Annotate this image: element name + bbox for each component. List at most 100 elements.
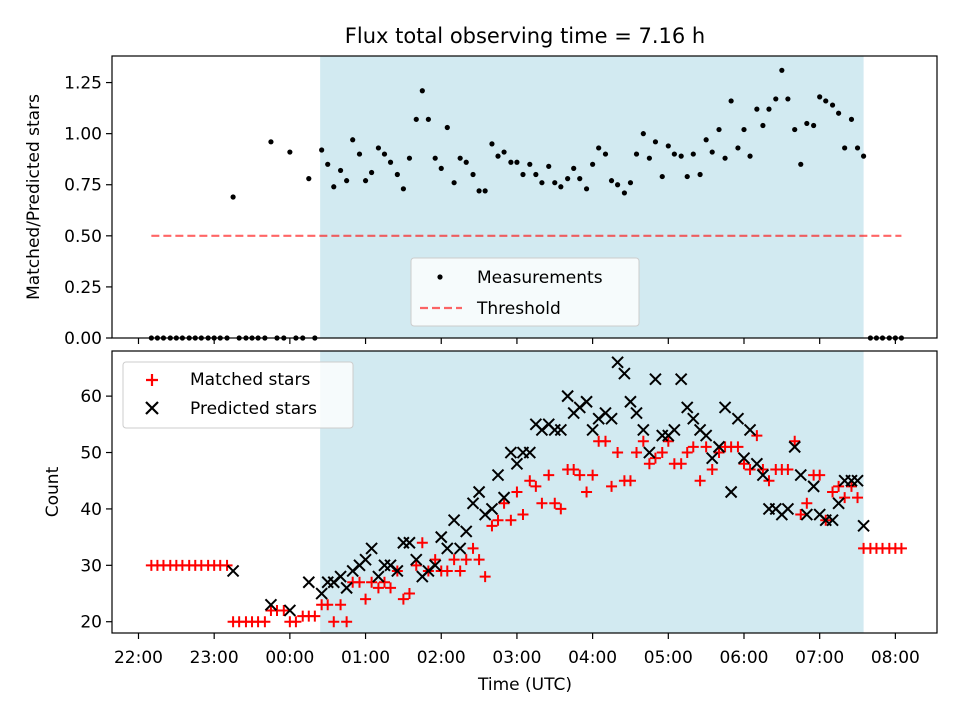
matched-star-point: [839, 492, 851, 504]
measurement-point: [614, 182, 621, 188]
top-legend-box: [410, 257, 640, 327]
measurement-point: [848, 116, 855, 122]
predicted-star-point: [372, 570, 385, 583]
predicted-star-point: [630, 406, 643, 420]
predicted-star-point: [737, 451, 751, 465]
predicted-star-point: [794, 468, 807, 482]
measurement-point: [533, 171, 539, 178]
measurement-point: [520, 171, 526, 178]
measurement-point: [444, 124, 450, 131]
matched-star-point: [416, 537, 428, 549]
measurement-point: [577, 176, 583, 182]
matched-star-point: [637, 435, 649, 447]
legend-matched-label: Matched stars: [190, 370, 310, 390]
matched-star-point: [606, 480, 618, 492]
predicted-star-point: [681, 401, 694, 414]
matched-star-point: [403, 588, 415, 600]
measurement-point: [608, 178, 615, 184]
predicted-star-point: [605, 412, 618, 425]
measurement-point: [287, 149, 293, 155]
matched-star-point: [706, 463, 718, 475]
measurement-point: [583, 186, 590, 192]
matched-star-point: [460, 554, 472, 566]
measurement-point: [836, 110, 842, 116]
measurement-point: [678, 153, 684, 159]
matched-star-point: [568, 463, 580, 475]
measurement-point: [741, 126, 747, 133]
measurement-point: [319, 147, 325, 153]
measurement-point: [811, 122, 817, 129]
predicted-star-point: [460, 525, 473, 538]
top-ylabel: Matched/Predicted stars: [24, 94, 44, 300]
predicted-star-point: [705, 451, 719, 465]
bottom-xtick-label: 06:00: [719, 648, 768, 668]
measurement-point: [590, 161, 596, 167]
matched-star-point: [612, 447, 624, 459]
measurement-point: [325, 161, 331, 167]
measurement-point: [792, 126, 798, 133]
measurement-point: [344, 178, 350, 184]
measurement-point: [646, 155, 652, 161]
measurement-point: [476, 188, 482, 194]
measurement-point: [798, 161, 804, 167]
measurement-point: [451, 180, 457, 186]
predicted-star-point: [857, 519, 870, 533]
predicted-star-point: [435, 530, 448, 544]
predicted-star-point: [510, 457, 524, 471]
measurement-point: [760, 122, 766, 129]
predicted-star-point: [334, 570, 347, 583]
matched-star-point: [354, 576, 365, 588]
matched-star-point: [732, 441, 744, 453]
matched-star-point: [744, 463, 756, 475]
matched-star-point: [555, 503, 567, 515]
matched-star-point: [782, 463, 794, 475]
legend-measurements-marker: [437, 274, 443, 280]
predicted-star-point: [618, 367, 631, 380]
bottom-ytick-label: 50: [80, 444, 102, 464]
predicted-star-point: [264, 598, 278, 612]
matched-star-point: [845, 480, 857, 492]
matched-star-point: [694, 475, 706, 487]
measurement-point: [817, 94, 823, 100]
measurement-point: [804, 120, 810, 127]
top-ytick-label: 0.25: [64, 278, 102, 298]
measurement-point: [425, 116, 431, 122]
predicted-star-point: [226, 564, 240, 578]
matched-star-point: [681, 447, 693, 459]
matched-star-point: [498, 497, 510, 509]
bottom-xtick-label: 04:00: [568, 648, 617, 668]
measurement-point: [671, 151, 677, 157]
top-ytick-label: 1.25: [64, 74, 102, 94]
matched-star-point: [751, 430, 763, 442]
measurement-point: [489, 141, 495, 147]
measurement-point: [697, 171, 703, 178]
measurement-point: [716, 126, 722, 133]
bottom-xtick-label: 00:00: [265, 648, 314, 668]
predicted-star-point: [365, 542, 378, 555]
matched-star-point: [543, 469, 555, 481]
predicted-star-point: [403, 536, 416, 549]
measurement-point: [501, 149, 507, 155]
measurement-point: [565, 176, 571, 182]
matched-star-point: [801, 497, 813, 509]
measurement-point: [690, 151, 696, 157]
matched-star-point: [852, 492, 864, 504]
matched-star-point: [517, 509, 529, 521]
measurement-point: [735, 145, 741, 151]
measurement-point: [684, 173, 690, 180]
predicted-star-point: [504, 446, 518, 459]
matched-star-point: [895, 542, 907, 554]
predicted-star-point: [718, 401, 732, 414]
figure-title: Flux total observing time = 7.16 h: [345, 24, 705, 48]
predicted-star-point: [391, 564, 404, 578]
predicted-star-point: [724, 485, 738, 499]
bottom-legend: Matched stars Predicted stars: [122, 361, 354, 429]
measurement-point: [665, 143, 671, 149]
measurement-point: [419, 88, 425, 94]
predicted-star-point: [586, 423, 599, 437]
matched-star-point: [328, 616, 340, 628]
measurement-point: [621, 190, 628, 196]
measurement-point: [779, 67, 785, 73]
bottom-xtick-label: 01:00: [341, 648, 390, 668]
matched-star-point: [795, 509, 807, 521]
